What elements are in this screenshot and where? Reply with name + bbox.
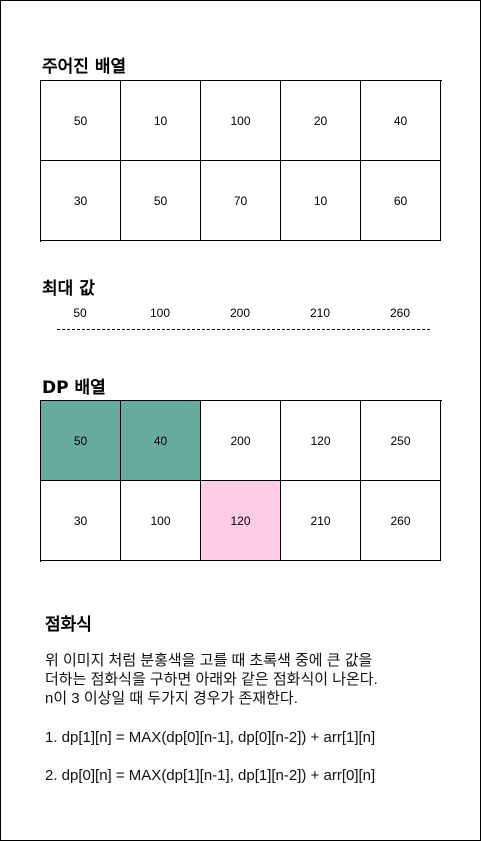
- description-line: 더하는 점화식을 구하면 아래와 같은 점화식이 나온다.: [45, 671, 378, 688]
- dp-cell: 210: [281, 481, 361, 561]
- dp-cell: 200: [201, 401, 281, 481]
- given-cell: 50: [41, 81, 121, 161]
- dp-cell: 250: [361, 401, 441, 481]
- max-value: 260: [389, 306, 411, 320]
- given-cell: 40: [361, 81, 441, 161]
- given-cell: 50: [121, 161, 201, 241]
- given-cell: 10: [121, 81, 201, 161]
- dashed-divider: [57, 329, 430, 330]
- max-value: 50: [73, 306, 87, 320]
- given-array-grid: 50 10 100 20 40 30 50 70 10 60: [40, 80, 442, 242]
- max-value: 100: [149, 306, 171, 320]
- recurrence-description: 위 이미지 처럼 분홍색을 고를 때 초록색 중에 큰 값을 더하는 점화식을 …: [45, 651, 378, 708]
- max-value: 200: [229, 306, 251, 320]
- given-cell: 60: [361, 161, 441, 241]
- given-array-title: 주어진 배열: [42, 57, 127, 77]
- dp-cell: 100: [121, 481, 201, 561]
- dp-cell: 120: [281, 401, 361, 481]
- given-cell: 70: [201, 161, 281, 241]
- dp-cell-highlight-green: 40: [121, 401, 201, 481]
- recurrence-title: 점화식: [45, 615, 92, 635]
- given-cell: 100: [201, 81, 281, 161]
- description-line: n이 3 이상일 때 두가지 경우가 존재한다.: [45, 690, 298, 707]
- dp-array-grid: 50 40 200 120 250 30 100 120 210 260: [40, 400, 442, 562]
- dp-cell: 260: [361, 481, 441, 561]
- dp-array-title: DP 배열: [42, 378, 106, 398]
- dp-cell-highlight-pink: 120: [201, 481, 281, 561]
- given-cell: 30: [41, 161, 121, 241]
- dp-cell-highlight-green: 50: [41, 401, 121, 481]
- max-value: 210: [309, 306, 331, 320]
- formula-2: 2. dp[0][n] = MAX(dp[1][n-1], dp[1][n-2]…: [45, 767, 376, 784]
- given-cell: 20: [281, 81, 361, 161]
- given-cell: 10: [281, 161, 361, 241]
- formula-1: 1. dp[1][n] = MAX(dp[0][n-1], dp[0][n-2]…: [45, 729, 376, 746]
- max-values-row: 50 100 200 210 260: [40, 306, 440, 320]
- description-line: 위 이미지 처럼 분홍색을 고를 때 초록색 중에 큰 값을: [45, 652, 373, 669]
- dp-cell: 30: [41, 481, 121, 561]
- max-values-title: 최대 값: [42, 279, 95, 299]
